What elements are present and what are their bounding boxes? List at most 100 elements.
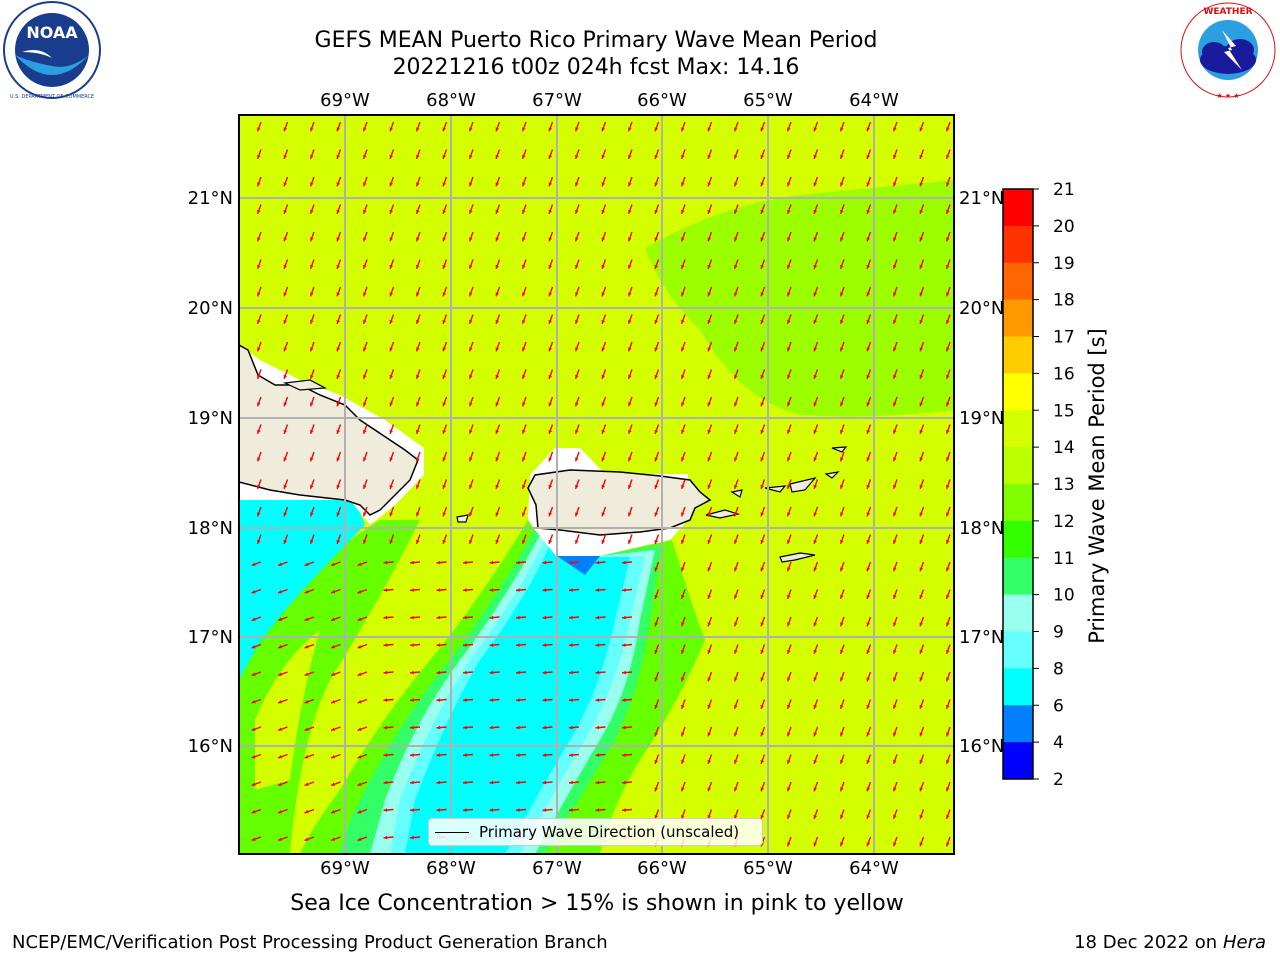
wave-direction-arrowhead xyxy=(363,264,367,269)
wave-direction-arrowhead xyxy=(707,429,712,434)
wave-direction-arrowhead xyxy=(410,588,414,592)
wave-direction-arrowhead xyxy=(734,127,738,132)
wave-direction-arrowhead xyxy=(654,237,659,242)
wave-direction-arrowhead xyxy=(813,732,818,737)
wave-direction-arrowhead xyxy=(601,539,606,544)
wave-direction-arrowhead xyxy=(469,127,473,132)
wave-direction-arrowhead xyxy=(410,725,414,730)
wave-direction-arrowhead xyxy=(257,347,261,352)
wave-direction-arrowhead xyxy=(840,127,844,132)
wave-direction-arrowhead xyxy=(946,292,950,297)
wave-direction-arrowhead xyxy=(813,567,818,572)
wave-direction-arrowhead xyxy=(919,594,924,599)
wave-direction-arrowhead xyxy=(654,154,659,159)
wave-direction-arrowhead xyxy=(707,539,712,544)
wave-direction-arrowhead xyxy=(389,484,394,489)
lon-labels-top: 69°W 68°W 67°W 66°W 65°W 64°W xyxy=(320,90,899,111)
wave-direction-arrowhead xyxy=(389,127,394,132)
wave-direction-arrowhead xyxy=(734,429,738,434)
chart-title: GEFS MEAN Puerto Rico Primary Wave Mean … xyxy=(314,28,878,53)
wave-direction-arrowhead xyxy=(707,182,712,187)
wave-direction-arrowhead xyxy=(787,539,791,544)
wave-direction-arrowhead xyxy=(628,484,632,489)
wave-direction-arrowhead xyxy=(283,292,288,297)
wave-direction-arrowhead xyxy=(628,402,632,407)
colorbar-tick-label: 21 xyxy=(1053,180,1075,200)
wave-direction-arrowhead xyxy=(283,182,288,187)
map-field xyxy=(239,115,954,854)
lat-labels-left: 21°N 20°N 19°N 18°N 17°N 16°N xyxy=(188,188,233,757)
wave-direction-arrowhead xyxy=(389,154,394,159)
wave-direction-arrowhead xyxy=(548,182,553,187)
wave-direction-arrowhead xyxy=(893,677,897,682)
wave-direction-arrowhead xyxy=(760,374,765,379)
wave-direction-arrowhead xyxy=(278,727,283,731)
wave-direction-arrowhead xyxy=(919,649,924,654)
wave-direction-arrowhead xyxy=(469,292,473,297)
wave-direction-arrowhead xyxy=(363,429,367,434)
wave-direction-arrowhead xyxy=(628,209,632,214)
wave-direction-arrowhead xyxy=(336,292,341,297)
wave-direction-arrowhead xyxy=(840,787,844,792)
wave-direction-arrowhead xyxy=(628,292,632,297)
wave-direction-arrowhead xyxy=(622,560,626,565)
wave-direction-arrowhead xyxy=(363,182,367,187)
wave-direction-arrowhead xyxy=(681,374,685,379)
wave-direction-arrowhead xyxy=(654,814,659,819)
wave-direction-arrowhead xyxy=(946,787,950,792)
wave-direction-arrowhead xyxy=(336,127,341,132)
wave-direction-arrowhead xyxy=(760,759,765,764)
wave-direction-arrowhead xyxy=(363,539,367,544)
wave-direction-arrowhead xyxy=(416,127,420,132)
wave-direction-arrowhead xyxy=(257,292,261,297)
wave-direction-arrowhead xyxy=(681,787,685,792)
wave-direction-arrowhead xyxy=(416,209,420,214)
wave-direction-arrowhead xyxy=(840,182,844,187)
wave-direction-arrowhead xyxy=(383,725,388,730)
wave-direction-arrowhead xyxy=(760,429,765,434)
wave-direction-arrowhead xyxy=(866,759,871,764)
wave-direction-arrowhead xyxy=(522,512,526,517)
wave-direction-arrowhead xyxy=(575,457,579,462)
wave-direction-arrowhead xyxy=(442,292,447,297)
wave-direction-arrowhead xyxy=(357,809,362,814)
wave-direction-arrowhead xyxy=(548,347,553,352)
wave-direction-arrowhead xyxy=(601,374,606,379)
wave-direction-arrowhead xyxy=(469,457,473,462)
wave-direction-arrowhead xyxy=(707,347,712,352)
wave-direction-arrowhead xyxy=(363,127,367,132)
wave-direction-arrowhead xyxy=(595,725,600,730)
wave-direction-arrowhead xyxy=(389,182,394,187)
wave-period-field-left-interior xyxy=(255,630,320,790)
wave-direction-arrowhead xyxy=(840,484,844,489)
wave-direction-arrowhead xyxy=(416,154,420,159)
wave-direction-arrowhead xyxy=(787,429,791,434)
map-frame xyxy=(238,114,955,855)
wave-direction-arrowhead xyxy=(389,237,394,242)
wave-direction-arrowhead xyxy=(681,264,685,269)
wave-direction-arrowhead xyxy=(787,237,791,242)
wave-direction-arrowhead xyxy=(304,782,309,786)
lon-label: 64°W xyxy=(849,858,899,879)
wave-direction-arrowhead xyxy=(707,154,712,159)
wave-direction-arrowhead xyxy=(310,237,314,242)
wave-direction-arrowhead xyxy=(946,209,950,214)
wave-direction-arrowhead xyxy=(363,484,367,489)
wave-direction-arrowhead xyxy=(257,319,261,324)
wave-direction-arrowhead xyxy=(416,429,420,434)
wave-direction-arrowhead xyxy=(628,237,632,242)
wave-direction-arrowhead xyxy=(787,182,791,187)
wave-direction-arrowhead xyxy=(654,512,659,517)
wave-direction-arrowhead xyxy=(410,670,414,675)
lat-labels-right: 21°N 20°N 19°N 18°N 17°N 16°N xyxy=(959,188,1004,757)
wave-direction-arrowhead xyxy=(919,429,924,434)
wave-direction-arrowhead xyxy=(410,808,414,812)
wave-direction-arrowhead xyxy=(734,594,738,599)
wave-direction-arrowhead xyxy=(654,374,659,379)
wave-direction-arrowhead xyxy=(707,237,712,242)
wave-direction-arrowhead xyxy=(866,842,871,847)
wave-direction-arrowhead xyxy=(257,429,261,434)
colorbar-swatch xyxy=(1003,262,1033,301)
wave-direction-arrowhead xyxy=(813,402,818,407)
colorbar-swatch xyxy=(1003,742,1033,780)
